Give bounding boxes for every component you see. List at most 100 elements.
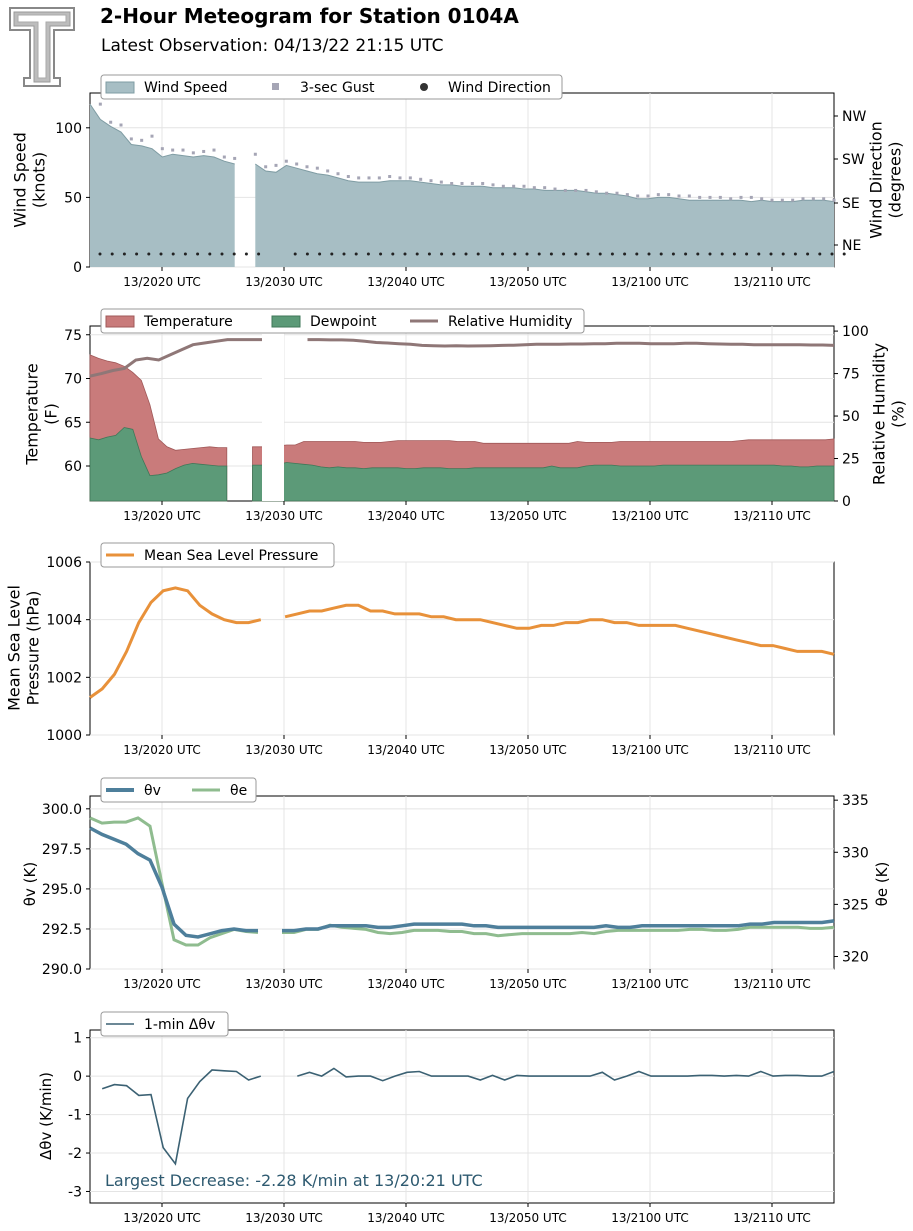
gust-point (109, 120, 113, 124)
gust-point (522, 184, 526, 188)
wind-direction-point (257, 252, 261, 256)
gust-point (832, 198, 836, 202)
y2-tick-label: 50 (842, 409, 860, 425)
gust-point (429, 179, 433, 183)
y-tick-label: 70 (64, 372, 82, 388)
gust-point (646, 194, 650, 198)
x-tick-label: 13/2100 UTC (611, 1211, 688, 1225)
wind-direction-point (452, 252, 456, 256)
wind-direction-point (488, 252, 492, 256)
wind-direction-point (562, 252, 566, 256)
gust-point (357, 176, 361, 180)
gust-point (398, 176, 402, 180)
y-tick-label: 1006 (46, 555, 82, 571)
y-axis-label: Δθv (K/min) (37, 1072, 55, 1160)
x-tick-label: 13/2050 UTC (489, 743, 566, 757)
wind-direction-point (354, 252, 358, 256)
page-title: 2-Hour Meteogram for Station 0104A (100, 4, 519, 28)
wind-direction-point (476, 252, 480, 256)
y-tick-label: 65 (64, 415, 82, 431)
gust-point (439, 180, 443, 184)
x-tick-label: 13/2040 UTC (367, 1211, 444, 1225)
gust-point (584, 188, 588, 192)
gust-point (284, 159, 288, 163)
x-tick-label: 13/2100 UTC (611, 509, 688, 523)
gust-point (419, 177, 423, 181)
gust-point (543, 186, 547, 190)
wind-direction-point (427, 252, 431, 256)
x-tick-label: 13/2100 UTC (611, 743, 688, 757)
wind-direction-point (537, 252, 541, 256)
wind-direction-point (232, 252, 236, 256)
gust-point (253, 152, 257, 156)
university-logo-icon (9, 7, 75, 87)
gust-point (336, 172, 340, 176)
x-tick-label: 13/2040 UTC (367, 977, 444, 991)
gust-point (470, 181, 474, 185)
data-gap (262, 327, 284, 501)
wind-direction-point (122, 252, 126, 256)
gust-point (667, 193, 671, 197)
x-tick-label: 13/2100 UTC (611, 275, 688, 289)
gust-point (718, 195, 722, 199)
gust-point (729, 197, 733, 201)
x-tick-label: 13/2040 UTC (367, 509, 444, 523)
y2-tick-label: 100 (842, 324, 869, 340)
x-tick-label: 13/2020 UTC (123, 1211, 200, 1225)
x-tick-label: 13/2030 UTC (245, 1211, 322, 1225)
legend-swatch (420, 83, 428, 91)
y2-tick-label: SE (842, 196, 860, 212)
y-axis-label: Mean Sea Level Pressure (hPa) (5, 585, 43, 711)
y2-tick-label: 75 (842, 367, 860, 383)
wind-direction-point (391, 252, 395, 256)
wind-direction-point (440, 252, 444, 256)
y-tick-label: 0 (73, 260, 82, 276)
wind-direction-point (464, 252, 468, 256)
y-tick-label: -2 (68, 1146, 82, 1162)
y2-tick-label: SW (842, 152, 865, 168)
y-tick-label: 50 (64, 190, 82, 206)
y-tick-label: 1002 (46, 670, 82, 686)
largest-decrease-annotation: Largest Decrease: -2.28 K/min at 13/20:2… (105, 1171, 483, 1190)
gust-point (264, 165, 268, 169)
y-tick-label: 1 (73, 1031, 82, 1047)
legend-box (100, 1011, 229, 1037)
y-tick-label: 60 (64, 459, 82, 475)
x-tick-label: 13/2020 UTC (123, 509, 200, 523)
gust-point (739, 195, 743, 199)
wind-direction-point (171, 252, 175, 256)
y-tick-label: 295.0 (42, 882, 82, 898)
wind-direction-point (732, 252, 736, 256)
x-tick-label: 13/2050 UTC (489, 275, 566, 289)
gust-point (119, 123, 123, 127)
gust-point (295, 162, 299, 166)
gust-point (171, 148, 175, 152)
y2-axis-label: Wind Direction (degrees) (867, 121, 905, 239)
y2-axis-label-line: (degrees) (886, 142, 905, 219)
y2-axis-label-line: Wind Direction (867, 121, 886, 239)
gust-point (553, 187, 557, 191)
legend-label: Wind Speed (144, 80, 228, 96)
gust-point (212, 148, 216, 152)
gust-point (770, 198, 774, 202)
y-axis-label-line: Wind Speed (11, 132, 30, 227)
gust-point (129, 137, 133, 141)
gust-point (677, 194, 681, 198)
gust-point (811, 197, 815, 201)
plot-area (89, 561, 835, 736)
y-axis-label-line: (knots) (30, 152, 49, 208)
wind-speed-area (90, 104, 834, 267)
y-tick-label: 1000 (46, 728, 82, 744)
wind-direction-point (696, 252, 700, 256)
y-tick-label: 100 (55, 121, 82, 137)
x-tick-label: 13/2110 UTC (733, 977, 810, 991)
delta-theta-line (101, 1067, 835, 1166)
wind-direction-point (366, 252, 370, 256)
wind-direction-point (684, 252, 688, 256)
y2-tick-label: 0 (842, 494, 851, 510)
y-axis-label-text: Δθv (K/min) (37, 1072, 55, 1160)
y-tick-label: 1004 (46, 613, 82, 629)
wind-direction-point (598, 252, 602, 256)
x-tick-label: 13/2020 UTC (123, 743, 200, 757)
